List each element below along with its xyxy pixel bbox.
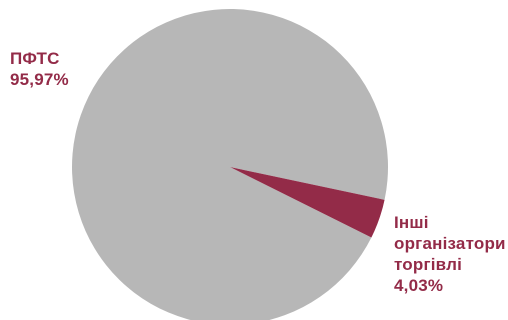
- slice-label-pfts-name: ПФТС: [10, 49, 60, 68]
- slice-label-other: Інші організатори торгівлі 4,03%: [394, 212, 506, 296]
- slice-label-other-line-1: Інші: [394, 213, 429, 232]
- slice-label-other-line-3: торгівлі: [394, 255, 463, 274]
- slice-label-pfts-value: 95,97%: [10, 70, 69, 89]
- pie-slice-pfts: [72, 8, 388, 320]
- slice-label-other-value: 4,03%: [394, 276, 444, 295]
- pie-slice-other-organizers: [230, 167, 385, 238]
- slice-label-pfts: ПФТС 95,97%: [10, 48, 69, 90]
- slice-label-other-line-2: організатори: [394, 234, 506, 253]
